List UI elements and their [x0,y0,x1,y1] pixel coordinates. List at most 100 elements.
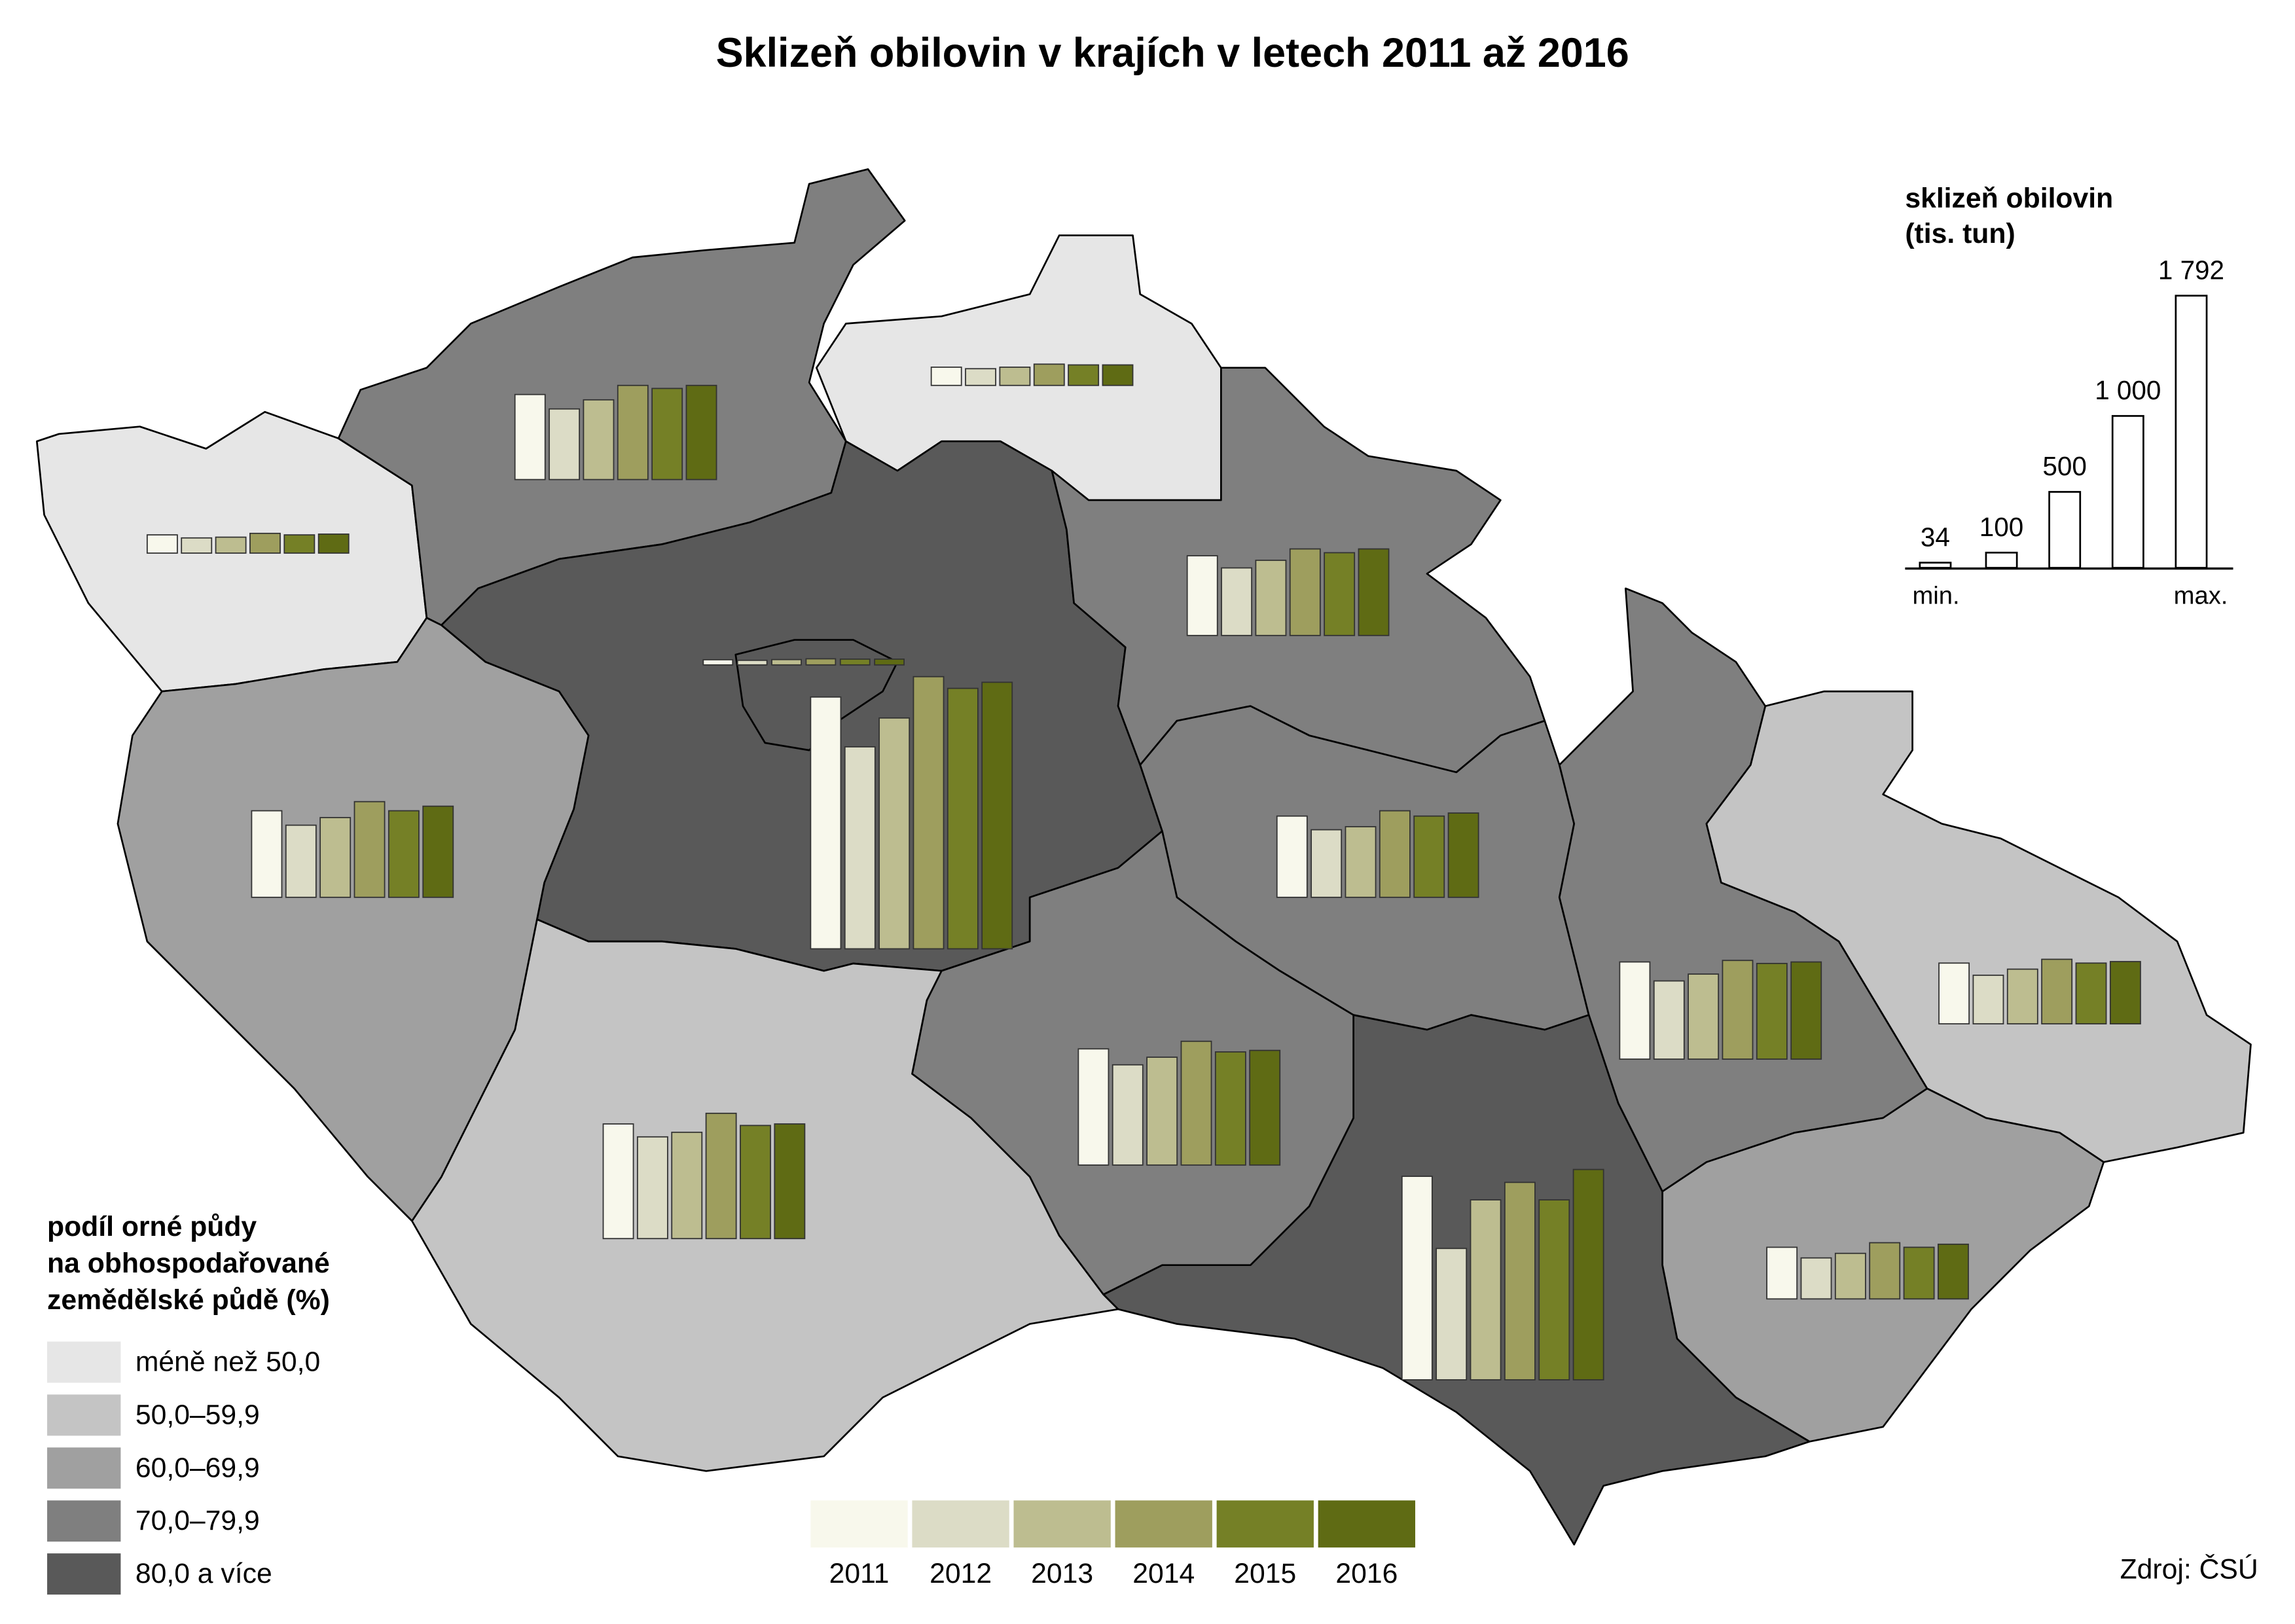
bar [874,659,905,666]
legend-label: 80,0 a více [136,1558,272,1589]
bar [930,367,962,386]
bar [1413,815,1445,898]
year-swatch [1216,1500,1314,1548]
year-label: 2012 [930,1558,992,1589]
bar [317,533,350,554]
bar [1102,364,1134,386]
bar [1436,1248,1468,1380]
bar [146,534,178,554]
bar [1310,829,1343,898]
bar [705,1112,737,1240]
scale-label: 34 [1921,522,1950,552]
bar [2041,958,2073,1025]
bar [913,676,945,950]
bar [1276,815,1308,898]
bar [810,696,842,950]
bar [1401,1176,1433,1380]
bar [685,384,717,480]
legend-label: 60,0–69,9 [136,1452,260,1483]
scale-label: 1 000 [2095,375,2161,405]
legend-swatch [47,1553,121,1595]
bar [671,1131,703,1240]
bar [1790,961,1822,1060]
year-label: 2013 [1031,1558,1093,1589]
bar [1379,810,1411,898]
bar [1345,826,1377,898]
bar [1111,1064,1144,1166]
bar [702,659,734,666]
legend-label: 50,0–59,9 [136,1399,260,1430]
region [1705,690,2252,1163]
bar [285,824,317,898]
bar [1249,1049,1281,1166]
scale-legend-title: (tis. tun) [1905,218,2015,249]
scale-label: 100 [1979,512,2023,542]
bar [1834,1252,1866,1300]
scale-bar [1985,551,2018,569]
bar [1186,555,1218,636]
map-title: Sklizeň obilovin v krajích v letech 2011… [716,30,1629,76]
bar [249,532,281,554]
legend-label: méně než 50,0 [136,1346,320,1378]
bar [1938,962,1970,1025]
class-legend-title: podíl orné půdy [47,1211,257,1242]
bar [1938,1243,1969,1300]
bar [1221,567,1253,636]
bar [636,1136,668,1240]
bar [1688,973,1720,1060]
bar [651,388,683,480]
legend-swatch [47,1447,121,1489]
scale-max: max. [2174,581,2228,609]
bar [1722,960,1754,1060]
bar [2075,962,2107,1025]
bar [1470,1199,1502,1380]
bar [602,1123,634,1240]
scale-label: 500 [2042,451,2086,481]
bar [965,368,996,386]
bar [1504,1182,1536,1380]
legend-swatch [47,1394,121,1436]
year-swatch [1013,1500,1111,1548]
bar [771,659,802,666]
year-label: 2011 [829,1558,890,1589]
bar [2006,968,2038,1025]
bar [1756,962,1788,1060]
bar [353,801,386,898]
scale-legend-title: sklizeň obilovin [1905,183,2113,214]
bar [1214,1051,1246,1166]
scale-bar [2111,415,2144,569]
bar [1033,363,1065,386]
bar [1068,364,1100,386]
year-swatch [810,1500,908,1548]
bar [878,717,911,950]
scale-bar [2048,491,2082,569]
year-label: 2015 [1234,1558,1296,1589]
bar [740,1125,771,1240]
bar [1869,1242,1901,1300]
bar [981,681,1013,950]
region [734,639,899,751]
bar [251,810,283,898]
bar [1289,548,1321,636]
legend-swatch [47,1341,121,1383]
bar [774,1123,806,1240]
bar [1358,548,1390,636]
bar [947,687,979,950]
bar [1180,1040,1212,1166]
class-legend-title: na obhospodařované [47,1248,330,1279]
bar [839,659,871,666]
bar [1447,812,1479,898]
bar [2109,961,2141,1025]
source: Zdroj: ČSÚ [2120,1553,2258,1585]
legend-swatch [47,1500,121,1542]
year-label: 2016 [1335,1558,1398,1589]
bar [215,536,247,554]
bar [1972,974,2004,1025]
scale-label: 1 792 [2158,255,2224,285]
bar [1619,961,1651,1060]
bar [844,746,876,950]
bar [422,805,454,898]
bar [1077,1048,1110,1166]
bar [1800,1257,1832,1300]
